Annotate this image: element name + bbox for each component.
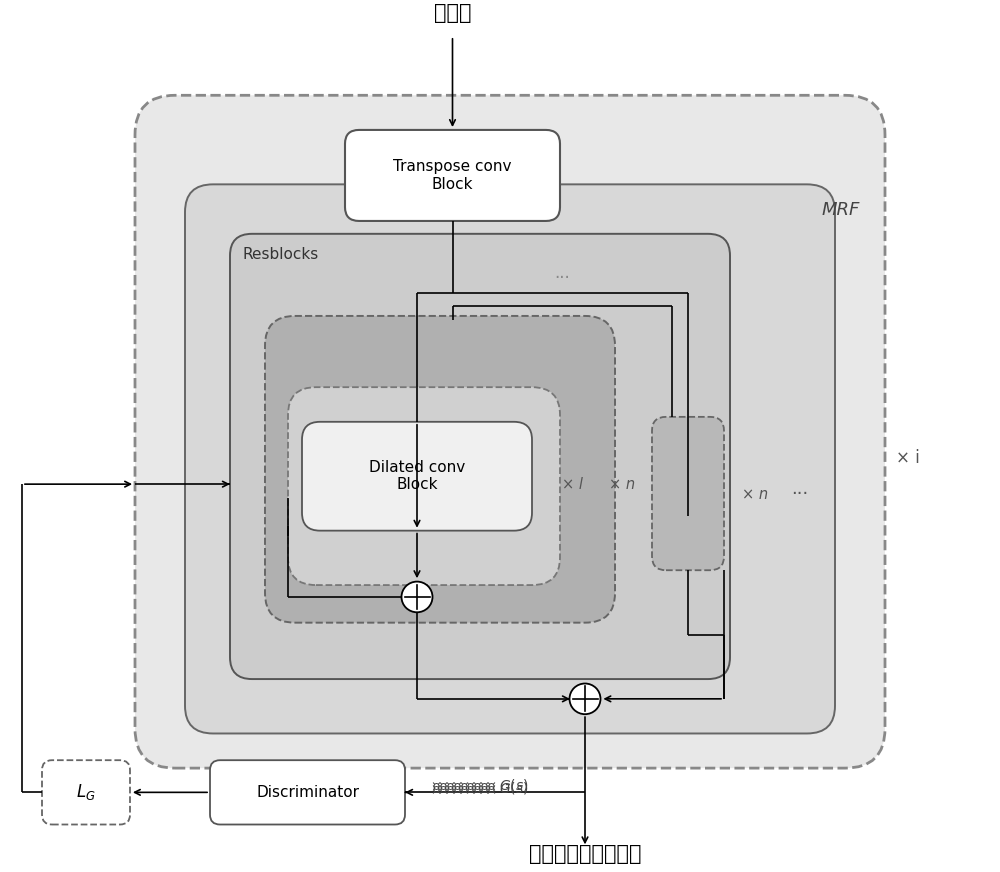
FancyBboxPatch shape: [288, 387, 560, 585]
Text: × l: × l: [562, 477, 582, 492]
Text: MRF: MRF: [822, 201, 860, 219]
Text: ···: ···: [791, 485, 809, 503]
Text: 生成器合成语音波形 $G(s)$: 生成器合成语音波形 $G(s)$: [432, 780, 528, 796]
Text: × i: × i: [896, 449, 920, 467]
Text: 梅尔谱: 梅尔谱: [434, 3, 471, 23]
FancyBboxPatch shape: [652, 417, 724, 570]
Circle shape: [570, 684, 600, 714]
Text: 生成器合成语音波形: 生成器合成语音波形: [529, 844, 641, 864]
FancyBboxPatch shape: [210, 760, 405, 825]
FancyBboxPatch shape: [345, 130, 560, 221]
Text: × n: × n: [609, 477, 635, 492]
FancyBboxPatch shape: [230, 234, 730, 679]
Text: Dilated conv
Block: Dilated conv Block: [369, 460, 465, 493]
Text: ···: ···: [554, 269, 570, 288]
FancyBboxPatch shape: [185, 184, 835, 733]
Text: Resblocks: Resblocks: [242, 247, 318, 262]
Text: Transpose conv
Block: Transpose conv Block: [393, 160, 512, 192]
FancyBboxPatch shape: [135, 95, 885, 768]
Circle shape: [402, 582, 432, 612]
Text: 生成器合成语音波形 $G(s)$: 生成器合成语音波形 $G(s)$: [432, 777, 528, 793]
Text: Discriminator: Discriminator: [256, 785, 359, 800]
Text: $L_G$: $L_G$: [76, 782, 96, 802]
FancyBboxPatch shape: [302, 422, 532, 531]
FancyBboxPatch shape: [265, 316, 615, 623]
FancyBboxPatch shape: [42, 760, 130, 825]
Text: × n: × n: [742, 487, 768, 501]
